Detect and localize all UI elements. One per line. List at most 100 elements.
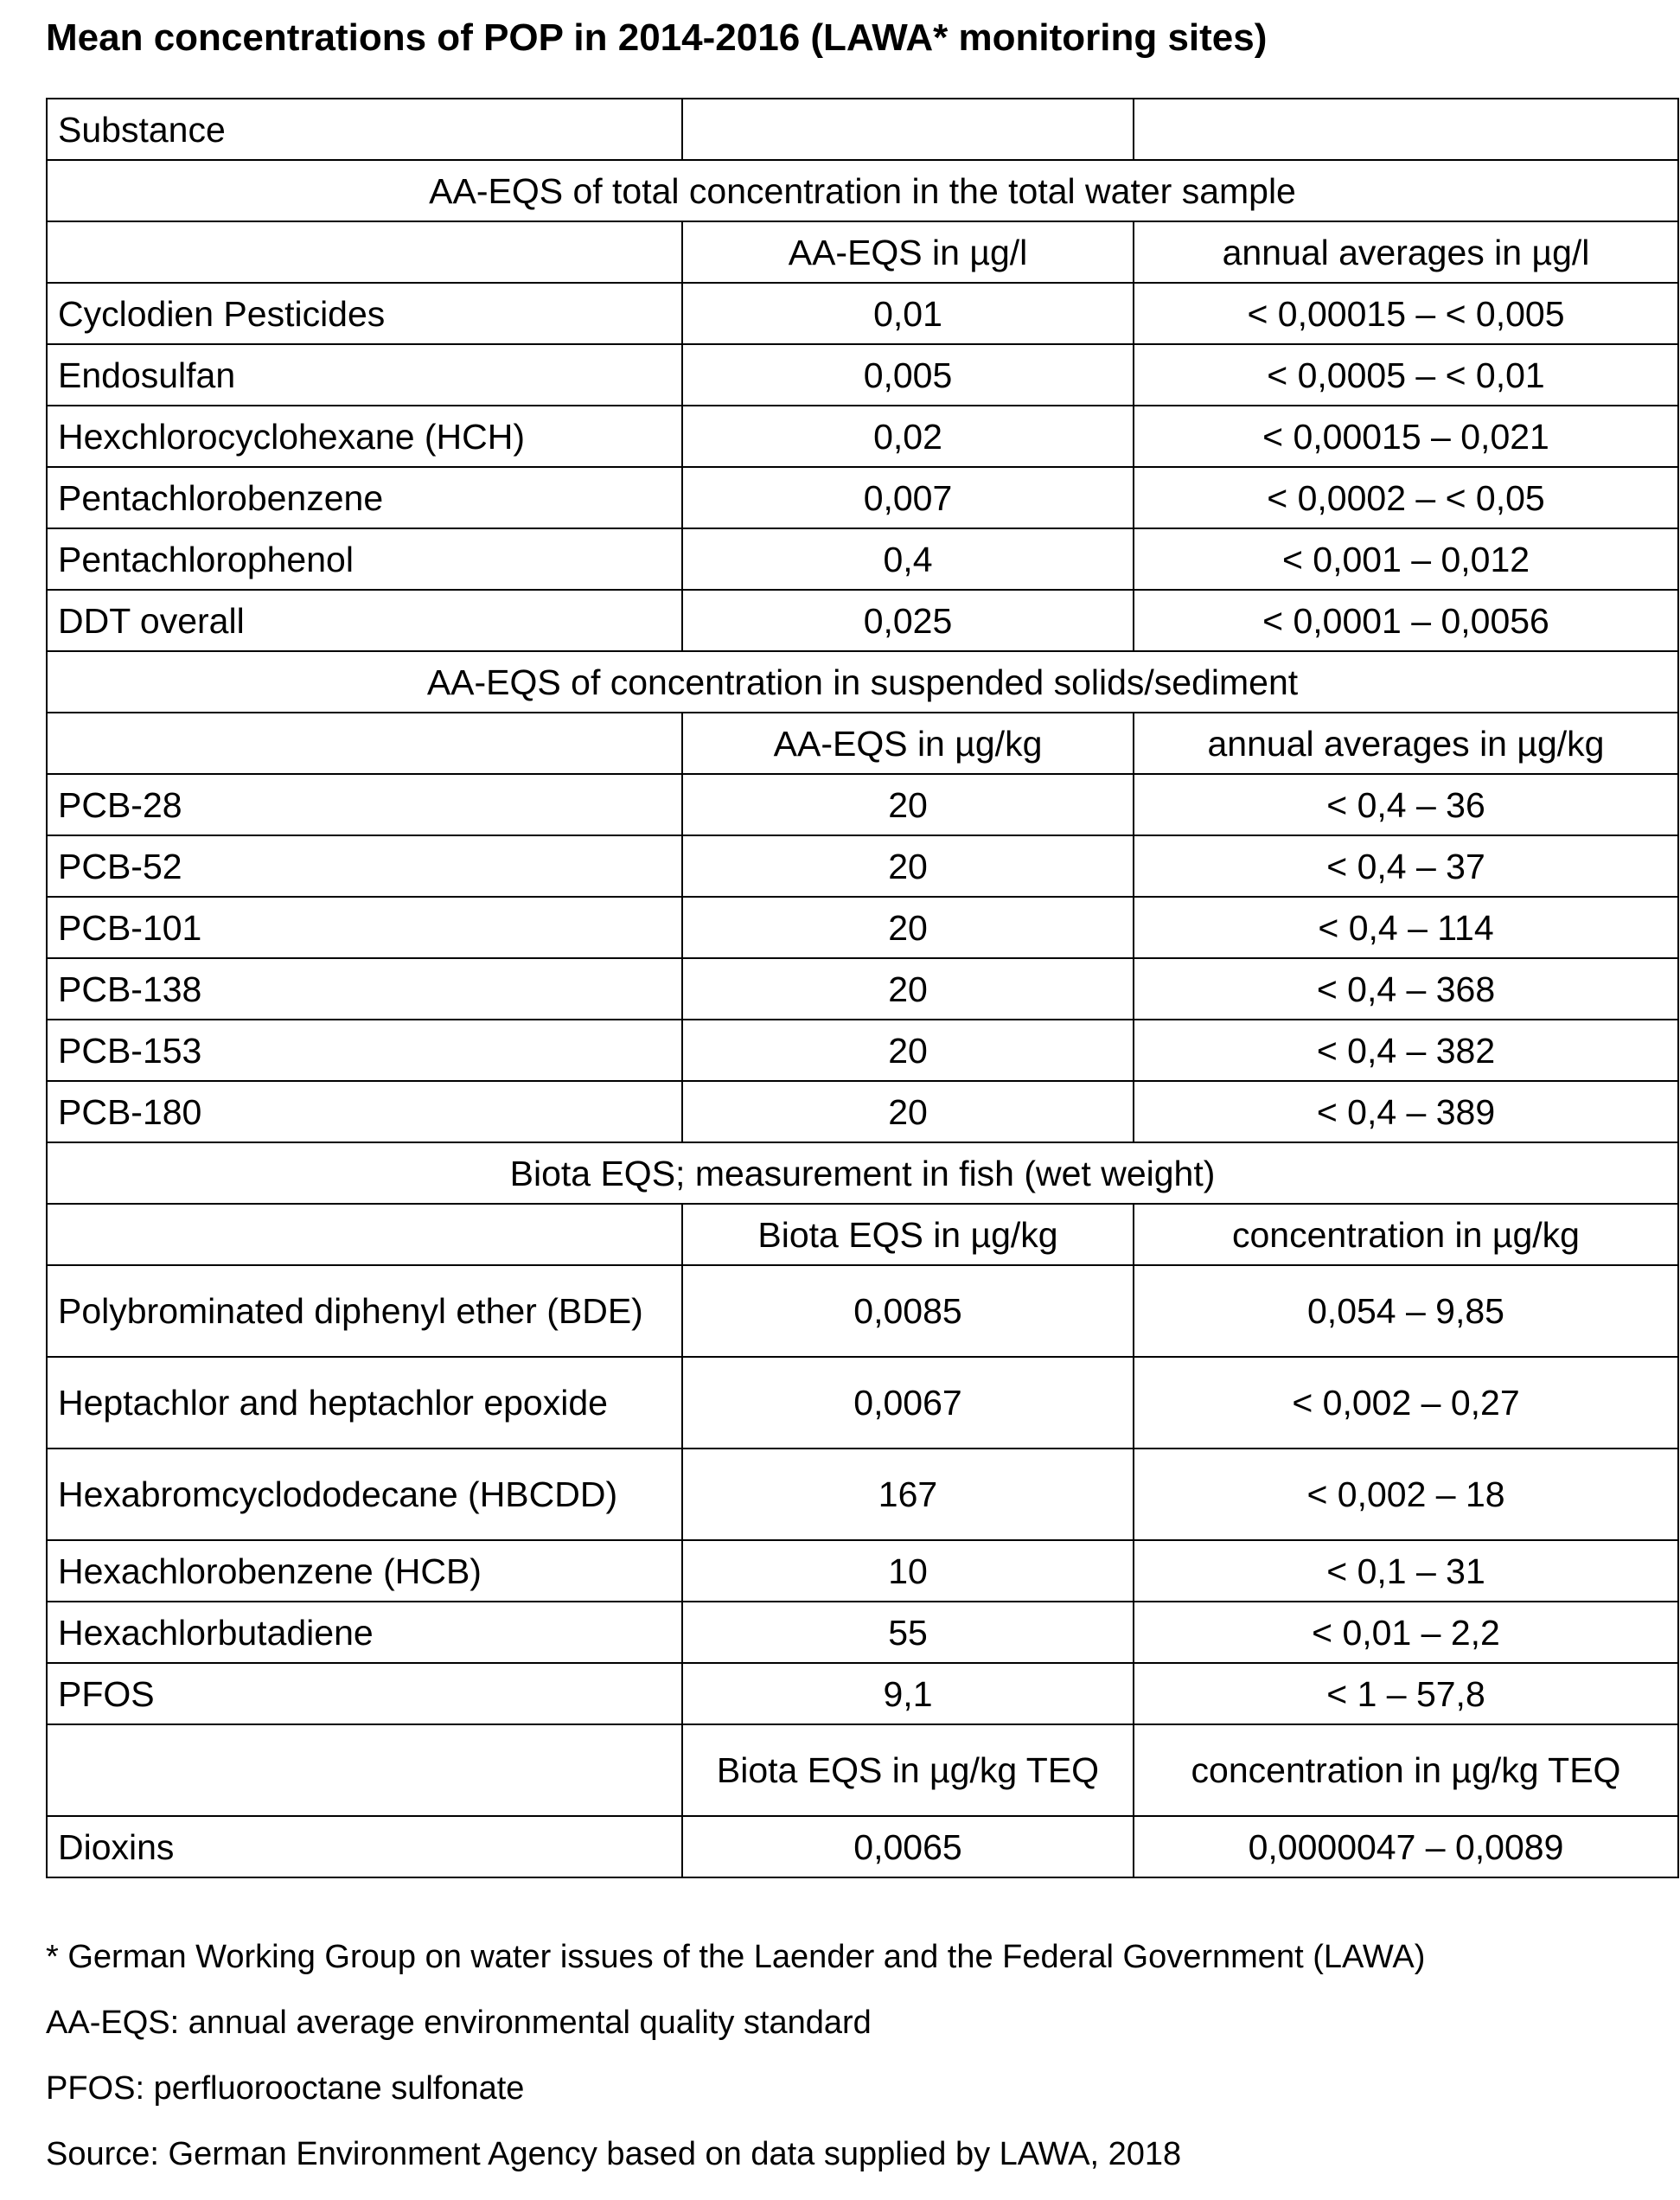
empty-cell (46, 1724, 683, 1817)
eqs-cell: 0,02 (681, 405, 1134, 468)
section-heading-row: AA-EQS of total concentration in the tot… (46, 159, 1679, 222)
table-row: Heptachlor and heptachlor epoxide 0,0067 <… (46, 1356, 1679, 1449)
substance-cell: Endosulfan (46, 343, 683, 406)
column-header-row: Biota EQS in µg/kg concentration in µg/kg (46, 1203, 1679, 1266)
table-row: Hexachlorbutadiene 55 < 0,01 – 2,2 (46, 1601, 1679, 1664)
eqs-cell: 10 (681, 1539, 1134, 1602)
column-header-measured: concentration in µg/kg TEQ (1133, 1724, 1679, 1817)
substance-cell: PCB-138 (46, 957, 683, 1020)
table-row: PFOS 9,1 < 1 – 57,8 (46, 1662, 1679, 1725)
measured-cell: < 0,4 – 37 (1133, 835, 1679, 898)
section-heading: Biota EQS; measurement in fish (wet weig… (46, 1142, 1679, 1205)
column-header-row: AA-EQS in µg/l annual averages in µg/l (46, 221, 1679, 284)
eqs-cell: 167 (681, 1448, 1134, 1541)
column-header-eqs: AA-EQS in µg/l (681, 221, 1134, 284)
column-header-row: AA-EQS in µg/kg annual averages in µg/kg (46, 712, 1679, 775)
footnote-pfos: PFOS: perfluorooctane sulfonate (46, 2070, 525, 2107)
eqs-cell: 9,1 (681, 1662, 1134, 1725)
measured-cell: < 1 – 57,8 (1133, 1662, 1679, 1725)
page-title: Mean concentrations of POP in 2014-2016 … (46, 16, 1268, 59)
empty-cell (46, 1203, 683, 1266)
eqs-cell: 0,025 (681, 589, 1134, 652)
measured-cell: < 0,0001 – 0,0056 (1133, 589, 1679, 652)
substance-cell: Cyclodien Pesticides (46, 282, 683, 345)
substance-cell: PCB-101 (46, 896, 683, 959)
table-row: Cyclodien Pesticides 0,01 < 0,00015 – < 0,… (46, 282, 1679, 345)
measured-cell: < 0,4 – 382 (1133, 1019, 1679, 1082)
measured-cell: 0,054 – 9,85 (1133, 1264, 1679, 1358)
substance-cell: PCB-52 (46, 835, 683, 898)
table-row: PCB-153 20 < 0,4 – 382 (46, 1019, 1679, 1082)
column-header-eqs: Biota EQS in µg/kg TEQ (681, 1724, 1134, 1817)
substance-cell: Dioxins (46, 1815, 683, 1878)
footnote-aa-eqs: AA-EQS: annual average environmental qua… (46, 2005, 872, 2041)
substance-cell: Polybrominated diphenyl ether (BDE) (46, 1264, 683, 1358)
measured-cell: < 0,01 – 2,2 (1133, 1601, 1679, 1664)
pop-table: Substance AA-EQS of total concentration … (46, 98, 1679, 1878)
measured-cell: 0,0000047 – 0,0089 (1133, 1815, 1679, 1878)
empty-cell (46, 712, 683, 775)
substance-cell: PFOS (46, 1662, 683, 1725)
substance-cell: Hexchlorocyclohexane (HCH) (46, 405, 683, 468)
eqs-cell: 20 (681, 896, 1134, 959)
substance-cell: Hexachlorbutadiene (46, 1601, 683, 1664)
eqs-cell: 0,007 (681, 466, 1134, 529)
column-header-measured: annual averages in µg/kg (1133, 712, 1679, 775)
measured-cell: < 0,002 – 18 (1133, 1448, 1679, 1541)
measured-cell: < 0,00015 – 0,021 (1133, 405, 1679, 468)
eqs-cell: 0,005 (681, 343, 1134, 406)
table-row: Hexachlorobenzene (HCB) 10 < 0,1 – 31 (46, 1539, 1679, 1602)
table-row: PCB-52 20 < 0,4 – 37 (46, 835, 1679, 898)
column-header-measured: concentration in µg/kg (1133, 1203, 1679, 1266)
eqs-cell: 0,01 (681, 282, 1134, 345)
substance-cell: Hexachlorobenzene (HCB) (46, 1539, 683, 1602)
table-row: DDT overall 0,025 < 0,0001 – 0,0056 (46, 589, 1679, 652)
footnote-source: Source: German Environment Agency based … (46, 2136, 1182, 2172)
measured-cell: < 0,002 – 0,27 (1133, 1356, 1679, 1449)
measured-cell: < 0,001 – 0,012 (1133, 528, 1679, 591)
section-heading-row: AA-EQS of concentration in suspended sol… (46, 650, 1679, 713)
table-row: PCB-101 20 < 0,4 – 114 (46, 896, 1679, 959)
measured-cell: < 0,0002 – < 0,05 (1133, 466, 1679, 529)
eqs-cell: 55 (681, 1601, 1134, 1664)
eqs-cell: 20 (681, 835, 1134, 898)
eqs-cell: 20 (681, 773, 1134, 836)
table-header-row: Substance (46, 98, 1679, 161)
footnotes: * German Working Group on water issues o… (46, 1937, 1425, 2200)
eqs-cell: 0,0067 (681, 1356, 1134, 1449)
substance-cell: PCB-180 (46, 1080, 683, 1143)
measured-cell: < 0,00015 – < 0,005 (1133, 282, 1679, 345)
table-row: Endosulfan 0,005 < 0,0005 – < 0,01 (46, 343, 1679, 406)
eqs-cell: 20 (681, 1019, 1134, 1082)
column-header-row: Biota EQS in µg/kg TEQ concentration in µ… (46, 1724, 1679, 1817)
measured-cell: < 0,4 – 36 (1133, 773, 1679, 836)
header-substance: Substance (46, 98, 683, 161)
table-row: PCB-28 20 < 0,4 – 36 (46, 773, 1679, 836)
measured-cell: < 0,4 – 368 (1133, 957, 1679, 1020)
substance-cell: Hexabromcyclododecane (HBCDD) (46, 1448, 683, 1541)
eqs-cell: 0,4 (681, 528, 1134, 591)
measured-cell: < 0,1 – 31 (1133, 1539, 1679, 1602)
header-col2 (681, 98, 1134, 161)
empty-cell (46, 221, 683, 284)
section-heading: AA-EQS of concentration in suspended sol… (46, 650, 1679, 713)
substance-cell: Heptachlor and heptachlor epoxide (46, 1356, 683, 1449)
table-row: Hexchlorocyclohexane (HCH) 0,02 < 0,00015 … (46, 405, 1679, 468)
measured-cell: < 0,4 – 114 (1133, 896, 1679, 959)
measured-cell: < 0,0005 – < 0,01 (1133, 343, 1679, 406)
substance-cell: DDT overall (46, 589, 683, 652)
eqs-cell: 0,0085 (681, 1264, 1134, 1358)
table-row: Pentachlorobenzene 0,007 < 0,0002 – < 0,05 (46, 466, 1679, 529)
table-row: Pentachlorophenol 0,4 < 0,001 – 0,012 (46, 528, 1679, 591)
table-row: PCB-180 20 < 0,4 – 389 (46, 1080, 1679, 1143)
column-header-measured: annual averages in µg/l (1133, 221, 1679, 284)
table-row: PCB-138 20 < 0,4 – 368 (46, 957, 1679, 1020)
column-header-eqs: AA-EQS in µg/kg (681, 712, 1134, 775)
table-row: Hexabromcyclododecane (HBCDD) 167 < 0,002 … (46, 1448, 1679, 1541)
table-row: Polybrominated diphenyl ether (BDE) 0,008… (46, 1264, 1679, 1358)
section-heading: AA-EQS of total concentration in the tot… (46, 159, 1679, 222)
measured-cell: < 0,4 – 389 (1133, 1080, 1679, 1143)
section-heading-row: Biota EQS; measurement in fish (wet weig… (46, 1142, 1679, 1205)
header-col3 (1133, 98, 1679, 161)
eqs-cell: 20 (681, 1080, 1134, 1143)
